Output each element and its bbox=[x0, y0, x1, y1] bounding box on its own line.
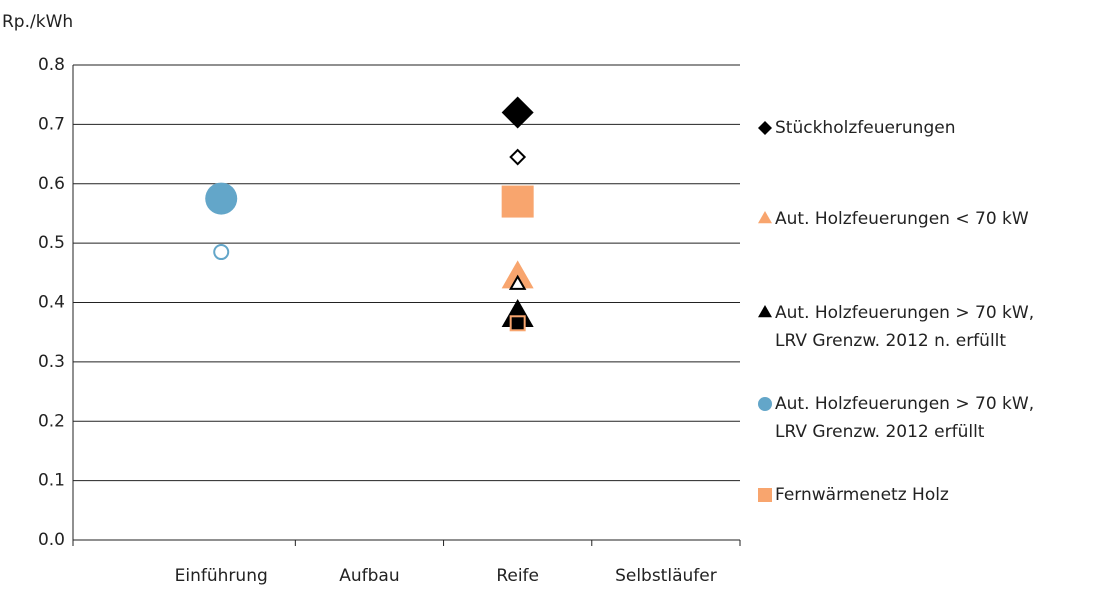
x-tick-label: Einführung bbox=[175, 566, 268, 586]
legend-marker bbox=[758, 210, 772, 224]
y-tick-label: 0.1 bbox=[38, 471, 65, 491]
y-tick-label: 0.7 bbox=[38, 114, 65, 134]
y-tick-label: 0.6 bbox=[38, 174, 65, 194]
legend-label: Aut. Holzfeuerungen > 70 kW, LRV Grenzw. … bbox=[775, 394, 1034, 442]
secondary-marker bbox=[509, 148, 527, 166]
legend-label: Aut. Holzfeuerungen > 70 kW, LRV Grenzw. … bbox=[775, 303, 1034, 351]
x-tick-label: Selbstläufer bbox=[615, 566, 717, 586]
y-tick-label: 0.8 bbox=[38, 55, 65, 75]
y-tick-label: 0.4 bbox=[38, 293, 65, 313]
x-tick-label: Aufbau bbox=[339, 566, 399, 586]
y-tick-label: 0.0 bbox=[38, 530, 65, 550]
x-tick-label: Reife bbox=[496, 566, 539, 586]
legend-label: Stückholzfeuerungen bbox=[775, 118, 955, 138]
marker bbox=[501, 96, 534, 129]
y-tick-label: 0.3 bbox=[38, 352, 65, 372]
secondary-marker bbox=[213, 244, 230, 261]
legend-marker bbox=[758, 121, 772, 135]
legend-marker bbox=[758, 304, 772, 318]
legend-marker bbox=[758, 488, 772, 502]
legend-label: Fernwärmenetz Holz bbox=[775, 485, 949, 505]
marker bbox=[501, 185, 534, 218]
legend-label: Aut. Holzfeuerungen < 70 kW bbox=[775, 209, 1029, 229]
legend-marker bbox=[758, 397, 772, 411]
secondary-marker bbox=[509, 315, 526, 332]
y-tick-label: 0.5 bbox=[38, 233, 65, 253]
y-axis-label: Rp./kWh bbox=[2, 12, 73, 32]
marker bbox=[501, 260, 534, 289]
marker bbox=[205, 182, 238, 215]
y-tick-label: 0.2 bbox=[38, 411, 65, 431]
secondary-marker bbox=[508, 274, 527, 290]
